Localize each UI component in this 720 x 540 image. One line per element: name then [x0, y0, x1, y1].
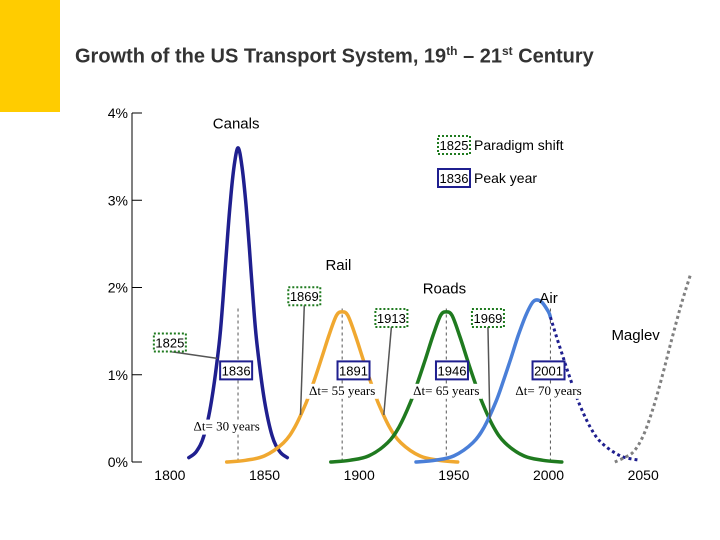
paradigm-shift-label: 1913	[377, 311, 406, 326]
interval-label: Δt= 65 years	[413, 383, 479, 398]
paradigm-shift-label: 1869	[290, 289, 319, 304]
accent-bar-yellow	[0, 0, 60, 112]
y-tick-label: 3%	[108, 192, 128, 208]
y-tick-label: 0%	[108, 454, 128, 470]
interval-label-bg	[190, 419, 263, 435]
x-tick-label: 1850	[249, 467, 280, 483]
legend-swatch-label: 1836	[440, 171, 469, 186]
peak-year-label: 1946	[438, 363, 467, 378]
peak-year-box	[531, 360, 566, 381]
series-line-maglev-forecast	[614, 273, 692, 464]
curve-label-roads: Roads	[423, 281, 466, 298]
accent-bar-white	[0, 112, 60, 540]
curve-label-canals: Canals	[213, 116, 260, 133]
x-tick-label: 1800	[154, 467, 185, 483]
legend-swatch	[437, 135, 471, 155]
x-tick-label: 2000	[533, 467, 564, 483]
peak-year-box	[336, 360, 371, 381]
interval-label-bg	[512, 383, 585, 399]
paradigm-shift-arrow	[383, 326, 393, 415]
peak-year-label: 2001	[534, 363, 563, 378]
peak-year-label: 1891	[339, 363, 368, 378]
curve-label-rail: Rail	[325, 257, 351, 274]
paradigm-shift-box	[152, 332, 187, 353]
series-line-rail	[224, 310, 460, 464]
paradigm-shift-box	[287, 286, 322, 307]
peak-year-box	[219, 360, 254, 381]
paradigm-shift-box	[470, 308, 505, 329]
y-tick-label: 2%	[108, 280, 128, 296]
interval-label-bg	[306, 383, 379, 399]
interval-label: Δt= 55 years	[309, 383, 375, 398]
paradigm-shift-arrow	[299, 305, 306, 415]
paradigm-shift-arrow	[487, 327, 491, 419]
x-tick-label: 1900	[344, 467, 375, 483]
legend-entry-peak-year: Peak year	[474, 170, 537, 186]
interval-label: Δt= 70 years	[515, 383, 581, 398]
paradigm-shift-label: 1969	[473, 311, 502, 326]
legend-entry-paradigm-shift: Paradigm shift	[474, 137, 564, 153]
series-line-air	[414, 298, 553, 464]
y-tick-label: 4%	[108, 105, 128, 121]
peak-year-label: 1836	[222, 363, 251, 378]
slide-title: Growth of the US Transport System, 19th …	[75, 44, 594, 68]
paradigm-shift-arrow	[169, 350, 218, 360]
peak-year-box	[434, 360, 469, 381]
series-line-air-forecast	[548, 316, 640, 462]
y-tick-label: 1%	[108, 367, 128, 383]
paradigm-shift-label: 1825	[155, 335, 184, 350]
series-line-canals	[187, 146, 290, 460]
paradigm-shift-box	[374, 308, 409, 329]
interval-label-bg	[410, 383, 483, 399]
x-tick-label: 2050	[628, 467, 659, 483]
series-line-roads	[329, 310, 564, 464]
legend-swatch-label: 1825	[440, 138, 469, 153]
interval-label: Δt= 30 years	[194, 419, 260, 434]
curve-label-maglev: Maglev	[611, 327, 660, 344]
legend-swatch	[437, 168, 471, 188]
x-tick-label: 1950	[438, 467, 469, 483]
curve-label-air: Air	[539, 290, 557, 307]
